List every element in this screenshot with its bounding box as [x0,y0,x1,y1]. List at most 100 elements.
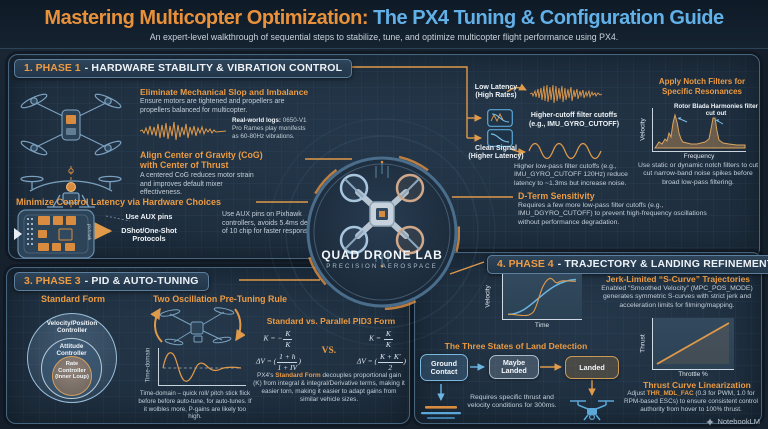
k-left-lhs: K = − [263,333,283,343]
phase4-number: 4. PHASE 4 [497,258,554,270]
oscillation-caption: Time-domain – quick roll/ pitch stick fl… [138,390,252,421]
dv-right-den: 2 [388,362,393,372]
title-part-orange: Mastering Multicopter Optimization: [44,7,369,29]
jerk-title: Jerk-Limited “S-Curve” Trajectories [605,274,751,284]
phase1-number: 1. PHASE 1 [24,62,81,74]
footer-brand-label: NotebookLM [717,417,760,426]
higher-cutoff-label: Higher-cutoff filter cutoffs (e.g., IMU_… [528,112,620,128]
badge-name: QUAD DRONE LAB [321,248,443,262]
phase3-header-pill: 3. PHASE 3 - PID & AUTO-TUNING [14,272,209,291]
thrust-xlabel: Throttle % [678,371,708,378]
pid-body-pre: PX4's [256,372,276,379]
badge-tagline: PRECISION AEROSPACE [326,263,438,270]
notch-chart [652,108,746,152]
notch-annotation: Rotor Blada Harmonies filter cut out [674,103,758,118]
notch-spectrum-icon [654,113,746,149]
landing-pad-icon [421,406,461,419]
circle-inner-label: Rate Controller (Inner Loup) [55,361,89,381]
scurve-xlabel: Time [534,322,550,329]
header-band [0,0,768,49]
phase3-title: - PID & AUTO-TUNING [84,275,199,287]
notebooklm-icon [706,417,715,426]
pid-body-highlight: Standard Form [275,372,321,379]
page-subtitle: An expert-level walkthrough of sequentia… [149,32,619,42]
k-right-lhs: K = [369,333,381,343]
real-world-logs-note: Real-world logs: 0650-V1 Pro Rames play … [232,117,312,141]
notch-ylabel: Velocity [639,118,647,141]
dv-right-lhs: ΔV = ( [356,356,378,366]
state-landed: Landed [565,356,619,379]
k-left-den: K [285,339,291,349]
cog-body: A centered CoG reduces motor strain and … [140,172,254,197]
lowpass-filter-icon [487,129,513,147]
dshot-label: DShot/One-Shot Protocols [121,226,177,244]
k-right-num: K [383,329,393,340]
dv-left-close: ) [298,356,301,366]
phase3-number: 3. PHASE 3 [24,275,81,287]
title-part-blue: The PX4 Tuning & Configuration Guide [373,7,724,29]
footer-brand: NotebookLM [706,417,760,426]
drone-landed-icon [570,400,614,421]
highpass-filter-icon [487,109,513,127]
land-detection-title: The Three States of Land Detection [444,341,588,351]
notch-title: Apply Notch Filters for Specific Resonan… [658,77,746,96]
thrust-body-pre: Adjust [627,390,647,397]
thrust-body-highlight: THR_MDL_FAC [646,390,694,397]
scurve-ylabel: Velocity [484,285,492,308]
phase4-title: - TRAJECTORY & LANDING REFINEMENT [557,258,768,270]
thrust-line-icon [656,322,730,365]
damped-oscillation-icon [162,352,242,382]
scurve-chart [502,274,582,320]
noisy-signal-waveform-icon [530,84,602,104]
pid-body: PX4's Standard Form decouples proportion… [252,372,406,404]
logs-text: 0650-V1 Pro Rames play monifests as 60-8… [232,117,307,140]
slop-title: Eliminate Mechanical Slop and Imbalance [140,87,309,97]
dv-left-num: 1 + h [277,352,298,363]
thrust-title: Thrust Curve Linearization [643,380,751,390]
low-latency-label: Low Latency (High Rates) [474,84,518,100]
notch-body: Use static or dynamic notch filters to c… [637,162,759,186]
oscillation-title: Two Oscillation Pre-Tuning Rule [152,294,288,304]
time-domain-ylabel: Time-domain [145,347,152,383]
controller-circle-inner [52,356,92,396]
dv-left-den: 1 + IV [277,362,298,372]
dv-left-lhs: ΔV = ( [256,356,277,366]
vibration-waveform-icon [140,121,226,141]
land-body: Requires specific thrust and velocity co… [467,394,557,410]
state-maybe-landed: Maybe Landed [489,355,539,379]
notch-xlabel: Frequency [683,153,715,160]
latency-title: Minimize Control Latency via Hardware Ch… [16,197,222,207]
cog-title: Align Center of Gravity (CoG) with Cente… [140,150,263,171]
pid-body-post: decouples proportional gain (K) from int… [253,372,405,403]
thrust-chart [652,318,734,370]
scurve-lines-icon [508,277,576,317]
dv-right-num: K + K′ [378,352,403,363]
page-title: Mastering Multicopter Optimization: The … [0,7,768,30]
center-badge [304,154,460,310]
vs-label: VS. [321,345,337,356]
slop-body: Ensure motors are tightened and propelle… [140,98,285,114]
pid-form-title: Standard vs. Parallel PID3 Form [266,316,396,326]
circle-outer-label: Velocity/Position Controller [46,320,98,335]
thrust-body-post: (0.3 for PWM, 1.0 for RPM-based ESCs) to… [624,390,758,413]
time-domain-chart [158,348,246,386]
thrust-ylabel: Thrust [639,334,647,353]
clean-signal-label: Clean Signal (Higher Latency) [468,145,524,161]
dterm-title: D-Term Sensitivity [518,191,595,201]
jerk-body: Enabled “Smoothed Velocity” (MPC_POS_MOD… [601,285,753,309]
phase1-title: - HARDWARE STABILITY & VIBRATION CONTROL [84,62,343,74]
oscillation-drone-icon [150,307,245,346]
dv-right-close: ) [403,356,407,366]
state-ground-contact: Ground Contact [420,354,468,381]
clean-signal-waveform-icon [528,142,602,160]
circle-mid-label: Attitude Controller [56,343,87,358]
thrust-body: Adjust THR_MDL_FAC (0.3 for PWM, 1.0 for… [622,390,760,414]
dterm-body: Requires a few more low-pass filter cuto… [518,202,707,226]
logs-label: Real-world logs: [232,117,281,124]
flight-controller-icon [14,209,95,259]
standard-form-title: Standard Form [40,294,105,304]
